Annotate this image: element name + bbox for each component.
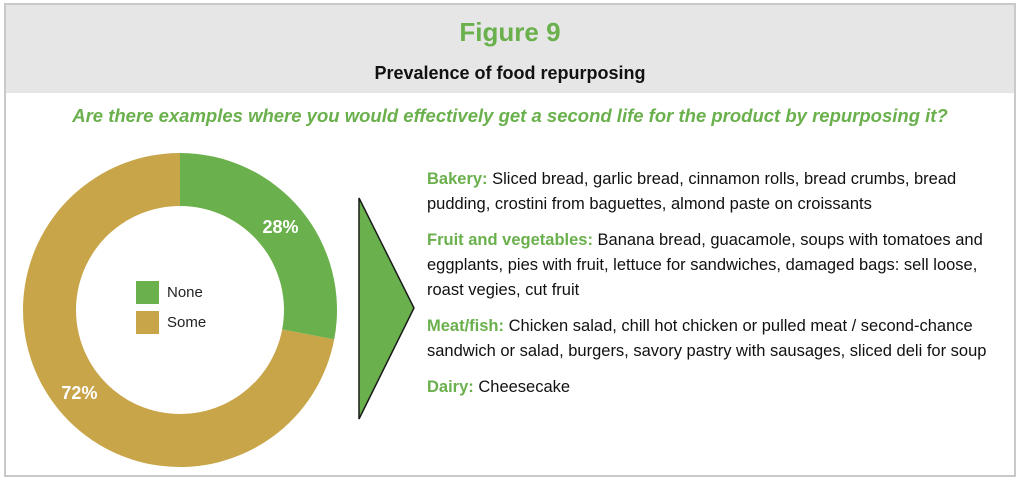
example-text: Banana bread, guacamole, soups with toma… (427, 231, 983, 299)
example-dairy: Dairy: Cheesecake (427, 375, 1007, 400)
figure-title: Figure 9 (459, 17, 561, 47)
donut-label-none: 28% (263, 217, 299, 237)
figure-frame: Figure 9 Prevalence of food repurposing … (4, 3, 1016, 477)
legend-swatch-some (136, 310, 159, 334)
example-category: Meat/fish: (427, 317, 505, 335)
example-meat-fish: Meat/fish: Chicken salad, chill hot chic… (427, 314, 1007, 364)
example-bakery: Bakery: Sliced bread, garlic bread, cinn… (427, 167, 1007, 217)
donut-chart: 28% 72% (22, 153, 337, 467)
example-text: Chicken salad, chill hot chicken or pull… (427, 317, 987, 360)
example-text: Sliced bread, garlic bread, cinnamon rol… (427, 170, 957, 213)
example-category: Fruit and vegetables: (427, 231, 593, 249)
legend-label-none: None (167, 283, 203, 301)
donut-slice-some (22, 153, 335, 467)
example-category: Bakery: (427, 170, 488, 188)
right-arrow-icon (358, 197, 415, 420)
example-category: Dairy: (427, 378, 474, 396)
donut-label-some: 72% (61, 383, 97, 403)
legend-item-none: None (136, 279, 206, 305)
figure-subtitle: Prevalence of food repurposing (374, 63, 646, 83)
legend-label-some: Some (167, 313, 207, 331)
example-fruit-vegetables: Fruit and vegetables: Banana bread, guac… (427, 228, 1007, 303)
examples-list: Bakery: Sliced bread, garlic bread, cinn… (427, 167, 1007, 411)
example-text: Cheesecake (473, 378, 571, 396)
chart-legend: None Some (136, 279, 206, 339)
figure-header: Figure 9 Prevalence of food repurposing (6, 5, 1014, 93)
legend-item-some: Some (136, 309, 206, 335)
legend-swatch-none (136, 280, 159, 304)
survey-question: Are there examples where you would effec… (72, 105, 948, 126)
donut-slice-none (180, 153, 337, 340)
